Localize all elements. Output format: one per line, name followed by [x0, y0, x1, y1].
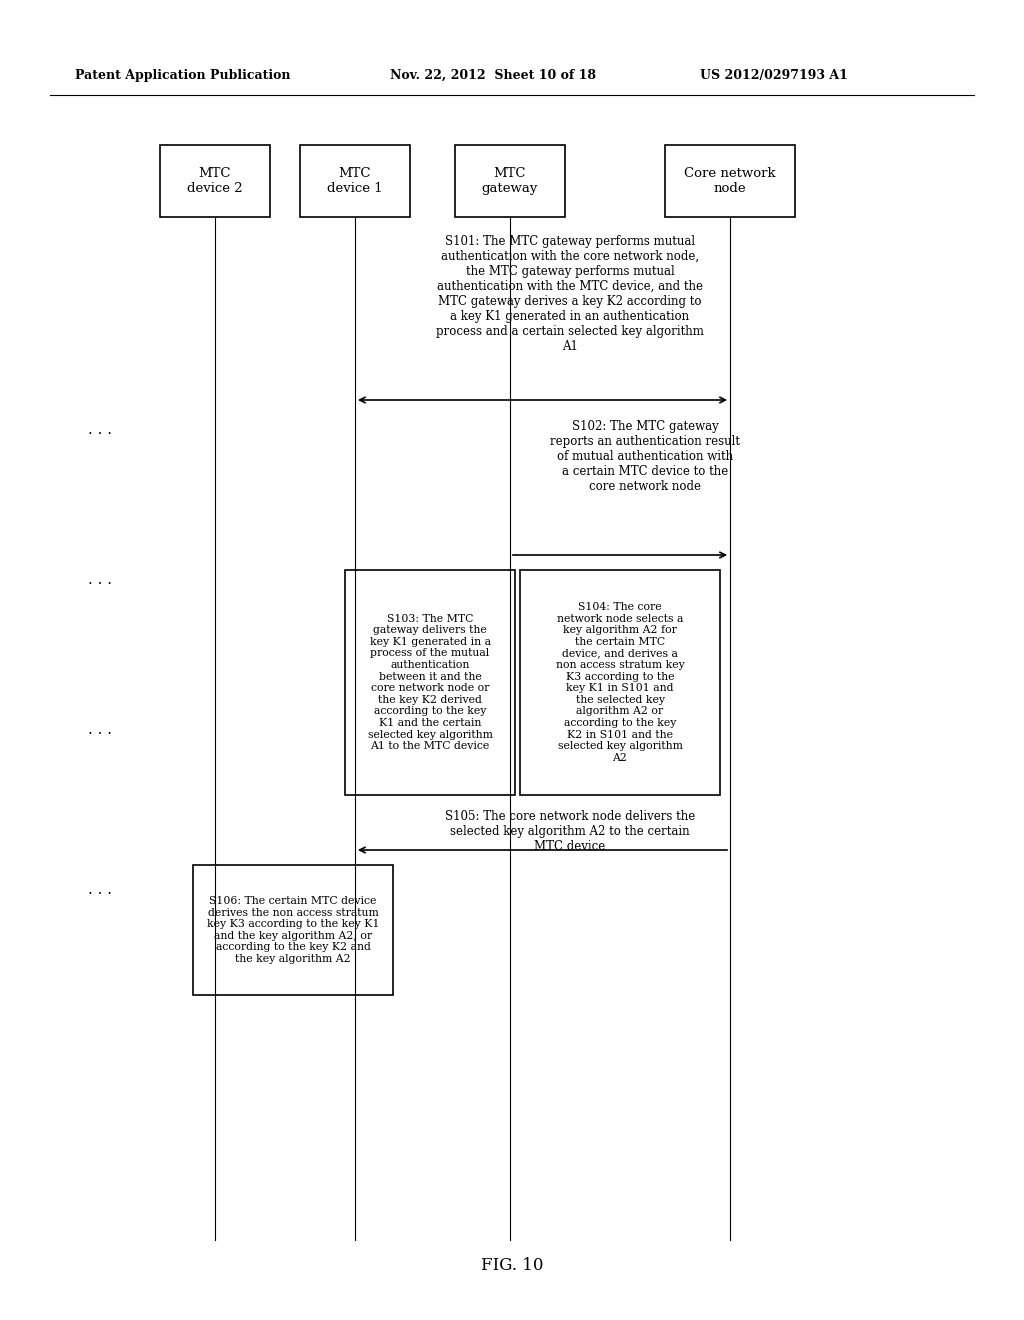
Text: FIG. 10: FIG. 10 — [480, 1257, 544, 1274]
Bar — [345, 570, 515, 795]
Text: S104: The core
network node selects a
key algorithm A2 for
the certain MTC
devic: S104: The core network node selects a ke… — [556, 602, 684, 763]
Bar — [665, 145, 795, 216]
Text: . . .: . . . — [88, 422, 112, 437]
Text: S101: The MTC gateway performs mutual
authentication with the core network node,: S101: The MTC gateway performs mutual au… — [436, 235, 703, 352]
Text: . . .: . . . — [88, 573, 112, 587]
Text: Core network
node: Core network node — [684, 168, 776, 195]
Text: S102: The MTC gateway
reports an authentication result
of mutual authentication : S102: The MTC gateway reports an authent… — [550, 420, 740, 492]
Text: US 2012/0297193 A1: US 2012/0297193 A1 — [700, 69, 848, 82]
Text: . . .: . . . — [88, 883, 112, 898]
Text: S103: The MTC
gateway delivers the
key K1 generated in a
process of the mutual
a: S103: The MTC gateway delivers the key K… — [368, 614, 493, 751]
Text: S105: The core network node delivers the
selected key algorithm A2 to the certai: S105: The core network node delivers the… — [444, 810, 695, 853]
Text: MTC
device 2: MTC device 2 — [187, 168, 243, 195]
Bar — [160, 145, 270, 216]
Text: MTC
gateway: MTC gateway — [482, 168, 539, 195]
Bar — [300, 145, 410, 216]
Bar — [455, 145, 565, 216]
Bar — [193, 865, 393, 995]
Text: S106: The certain MTC device
derives the non access stratum
key K3 according to : S106: The certain MTC device derives the… — [207, 896, 379, 964]
Text: Nov. 22, 2012  Sheet 10 of 18: Nov. 22, 2012 Sheet 10 of 18 — [390, 69, 596, 82]
Text: Patent Application Publication: Patent Application Publication — [75, 69, 291, 82]
Text: MTC
device 1: MTC device 1 — [328, 168, 383, 195]
Bar — [520, 570, 720, 795]
Text: . . .: . . . — [88, 723, 112, 737]
